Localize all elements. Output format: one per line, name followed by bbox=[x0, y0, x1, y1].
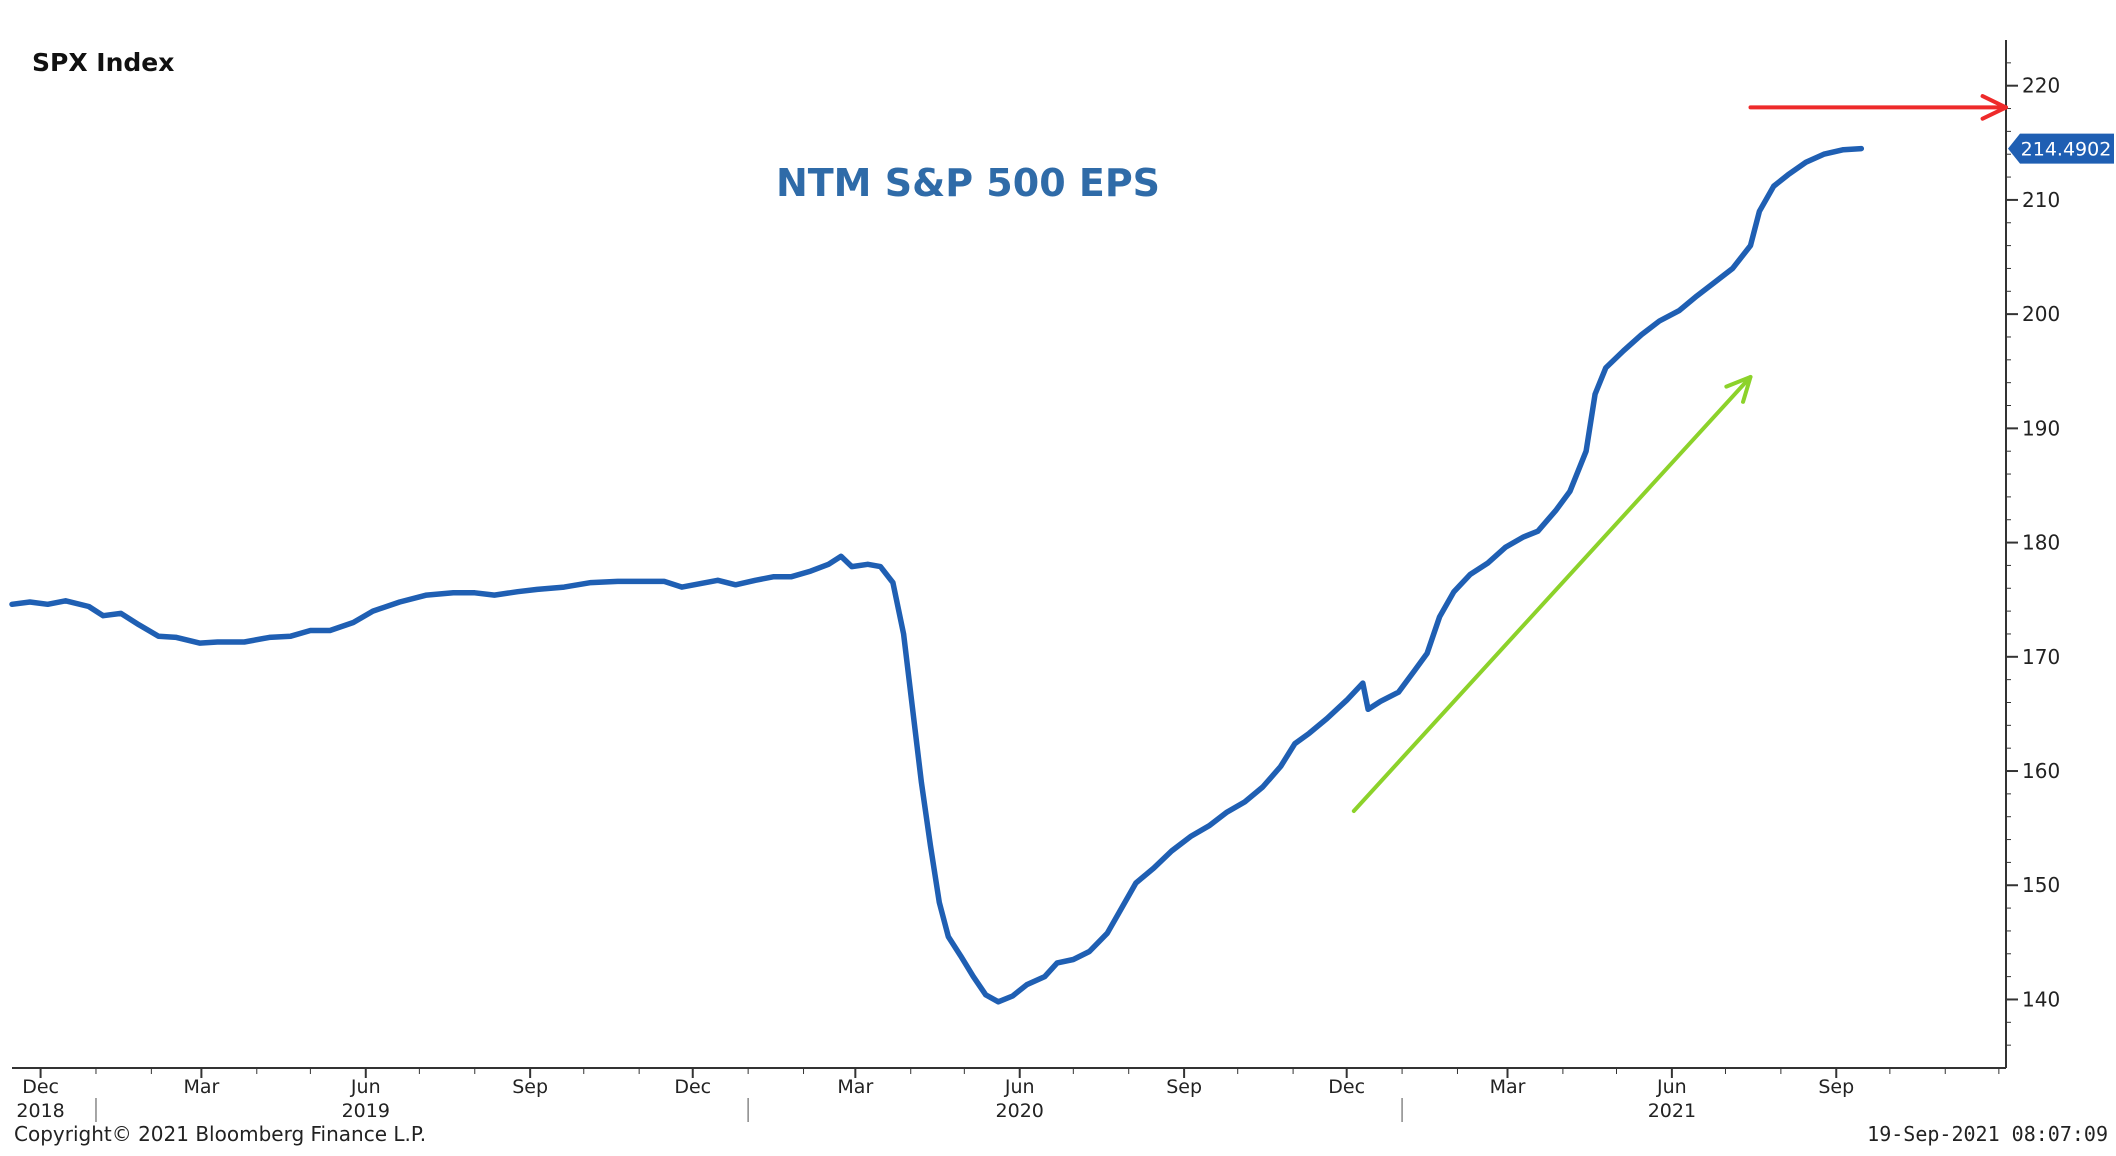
x-tick-label: Dec bbox=[22, 1076, 59, 1098]
x-tick-label: Jun bbox=[1656, 1076, 1687, 1098]
y-tick-label: 140 bbox=[2022, 987, 2060, 1011]
red-arrow-head bbox=[1980, 94, 2008, 121]
x-tick-label: Jun bbox=[1004, 1076, 1035, 1098]
copyright-notice: Copyright© 2021 Bloomberg Finance L.P. bbox=[14, 1122, 427, 1146]
y-tick-label: 210 bbox=[2022, 188, 2060, 212]
x-tick-label: Jun bbox=[350, 1076, 381, 1098]
x-year-label: 2021 bbox=[1648, 1100, 1696, 1122]
x-tick-label: Mar bbox=[1490, 1076, 1526, 1098]
x-year-label: 2018 bbox=[16, 1100, 64, 1122]
green-arrow bbox=[1351, 374, 1753, 813]
x-tick-label: Dec bbox=[674, 1076, 711, 1098]
x-tick-label: Dec bbox=[1328, 1076, 1365, 1098]
y-tick-label: 160 bbox=[2022, 759, 2060, 783]
green-arrow-head bbox=[1724, 374, 1753, 404]
y-tick-label: 150 bbox=[2022, 873, 2060, 897]
x-tick-label: Mar bbox=[837, 1076, 873, 1098]
index-label: SPX Index bbox=[32, 48, 175, 77]
y-tick-label: 200 bbox=[2022, 302, 2060, 326]
y-tick-label: 180 bbox=[2022, 531, 2060, 555]
y-tick-label: 190 bbox=[2022, 416, 2060, 440]
last-value-tag: 214.4902 bbox=[2008, 133, 2114, 164]
y-axis: 140 150 160 170 180 190 200 210 220 bbox=[2005, 40, 2060, 1068]
last-value-tag-bg bbox=[2008, 133, 2114, 164]
chart-title: NTM S&P 500 EPS bbox=[776, 161, 1160, 205]
x-year-label: 2019 bbox=[342, 1100, 390, 1122]
y-tick-label: 170 bbox=[2022, 645, 2060, 669]
series-group: 214.4902 bbox=[9, 133, 2114, 1005]
x-tick-label: Sep bbox=[512, 1076, 548, 1098]
timestamp: 19-Sep-2021 08:07:09 bbox=[1867, 1122, 2108, 1146]
annotations-group bbox=[1351, 94, 2008, 813]
x-year-label: 2020 bbox=[996, 1100, 1044, 1122]
red-arrow bbox=[1748, 94, 2008, 121]
last-value-label: 214.4902 bbox=[2021, 139, 2112, 161]
x-tick-label: Mar bbox=[183, 1076, 219, 1098]
y-tick-label: 220 bbox=[2022, 74, 2060, 98]
x-tick-label: Sep bbox=[1166, 1076, 1202, 1098]
eps-series-line bbox=[9, 145, 1865, 1005]
x-tick-label: Sep bbox=[1818, 1076, 1854, 1098]
green-arrow-shaft bbox=[1351, 374, 1753, 813]
